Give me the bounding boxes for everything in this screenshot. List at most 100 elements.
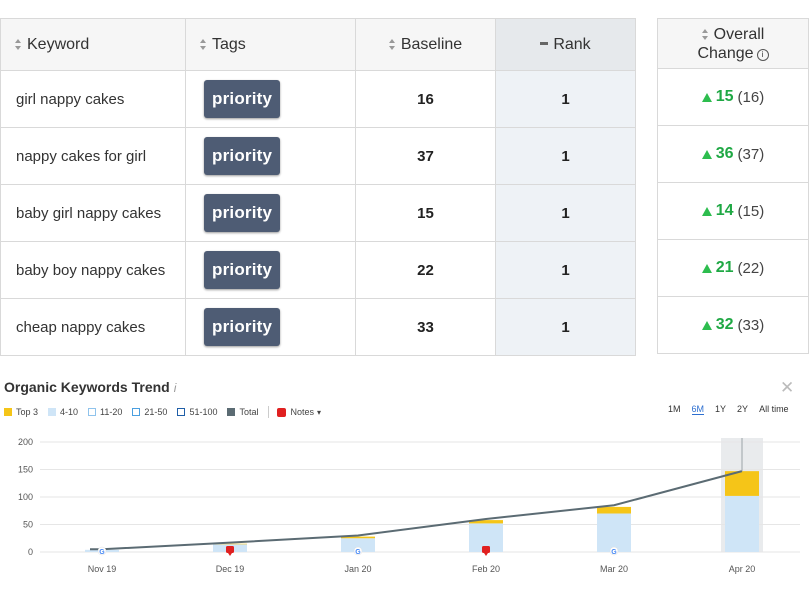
legend-swatch [132,408,141,416]
rank-cell: 1 [495,70,636,128]
divider [268,406,270,418]
rank-column-header[interactable]: Rank [495,18,636,71]
change-cell: 15 (16) [657,69,809,126]
baseline-cell: 33 [355,298,496,356]
change-cell: 32 (33) [657,297,809,354]
tags-cell: priority [185,127,356,185]
table-row: baby boy nappy cakes priority 22 1 [0,241,636,299]
bar-top-3 [597,506,631,514]
tag-badge[interactable]: priority [204,194,281,232]
keyword-cell[interactable]: nappy cakes for girl [0,127,186,185]
tags-cell: priority [185,70,356,128]
bar-4-10 [725,495,759,552]
legend-item-total[interactable]: Total [227,407,258,417]
period-selector: 1M 6M 1Y 2Y All time [668,404,800,415]
y-tick-label: 200 [18,437,33,447]
organic-keywords-chart: 0 50 100 150 200 Nov 19 Dec 19 Jan 20 Feb 20 Mar … [18,437,800,574]
bar-top-3 [341,536,375,539]
x-tick-label: Nov 19 [88,564,117,574]
y-tick-label: 0 [28,547,33,557]
change-value: 15 [715,88,734,105]
legend-swatch [177,408,186,416]
period-2y[interactable]: 2Y [737,404,749,414]
rank-cell: 1 [495,241,636,299]
info-icon[interactable]: i [173,381,177,395]
sort-icon [701,29,709,40]
bar-4-10 [597,513,631,552]
keyword-cell[interactable]: girl nappy cakes [0,70,186,128]
arrow-up-icon [701,263,712,273]
tag-badge[interactable]: priority [204,308,281,346]
notes-dropdown[interactable]: Notes ▾ [277,407,321,417]
change-previous: (22) [737,259,765,277]
legend-item-11-20[interactable]: 11-20 [88,407,122,417]
change-value: 36 [715,145,734,162]
google-icon: G [99,549,105,556]
note-marker [226,546,234,553]
x-tick-label: Mar 20 [600,564,628,574]
legend-item-4-10[interactable]: 4-10 [48,407,78,417]
arrow-up-icon [701,149,712,159]
period-1m[interactable]: 1M [668,404,681,414]
change-previous: (15) [737,202,765,220]
notes-icon [277,407,287,417]
y-tick-label: 100 [18,492,33,502]
change-previous: (37) [737,145,765,163]
overall-change-column: Overall Change i 15 (16) 36 (37) 14 (15) 21(… [657,18,809,354]
change-value: 14 [715,202,734,219]
sort-icon [15,38,22,50]
change-cell: 14 (15) [657,183,809,240]
baseline-cell: 16 [355,70,496,128]
keyword-column-header[interactable]: Keyword [0,18,186,71]
period-6m[interactable]: 6M [691,404,705,415]
keyword-cell[interactable]: baby girl nappy cakes [0,184,186,242]
tags-cell: priority [185,184,356,242]
tag-badge[interactable]: priority [204,80,281,118]
legend-item-51-100[interactable]: 51-100 [177,407,217,417]
change-previous: (33) [737,316,765,334]
total-line [90,470,743,551]
chevron-down-icon: ▾ [317,407,322,417]
tag-badge[interactable]: priority [204,251,281,289]
close-icon[interactable]: ✕ [780,378,795,397]
sort-active-icon [540,41,549,45]
change-previous: (16) [737,88,765,106]
x-tick-label: Dec 19 [216,564,245,574]
period-all-time[interactable]: All time [759,404,789,414]
baseline-column-header[interactable]: Baseline [355,18,496,71]
x-tick-label: Apr 20 [729,564,756,574]
arrow-up-icon [701,206,712,216]
tags-cell: priority [185,298,356,356]
table-row: cheap nappy cakes priority 33 1 [0,298,636,356]
info-icon[interactable]: i [756,49,769,61]
baseline-cell: 37 [355,127,496,185]
arrow-up-icon [701,320,712,330]
google-marker [97,546,107,556]
change-cell: 36 (37) [657,126,809,183]
chart-legend: Top 3 4-10 11-20 21-50 51-100 Total Note… [4,405,331,419]
keyword-cell[interactable]: baby boy nappy cakes [0,241,186,299]
sort-icon [388,38,396,50]
bar-4-10 [341,538,375,552]
legend-item-21-50[interactable]: 21-50 [132,407,167,417]
x-tick-label: Jan 20 [344,564,371,574]
bar-top-3 [213,543,247,545]
rank-cell: 1 [495,298,636,356]
google-marker [609,546,619,556]
legend-swatch [48,408,57,416]
keyword-cell[interactable]: cheap nappy cakes [0,298,186,356]
baseline-cell: 22 [355,241,496,299]
note-marker [482,546,490,553]
change-value: 32 [715,316,734,333]
rank-cell: 1 [495,127,636,185]
table-row: girl nappy cakes priority 16 1 [0,70,636,128]
y-tick-label: 150 [18,465,33,475]
overall-change-header[interactable]: Overall Change i [657,18,809,69]
tag-badge[interactable]: priority [204,137,281,175]
y-tick-label: 50 [23,520,33,530]
period-1y[interactable]: 1Y [715,404,727,414]
tags-column-header[interactable]: Tags [185,18,356,71]
legend-swatch [227,408,236,416]
tags-cell: priority [185,241,356,299]
legend-item-top3[interactable]: Top 3 [4,407,38,417]
